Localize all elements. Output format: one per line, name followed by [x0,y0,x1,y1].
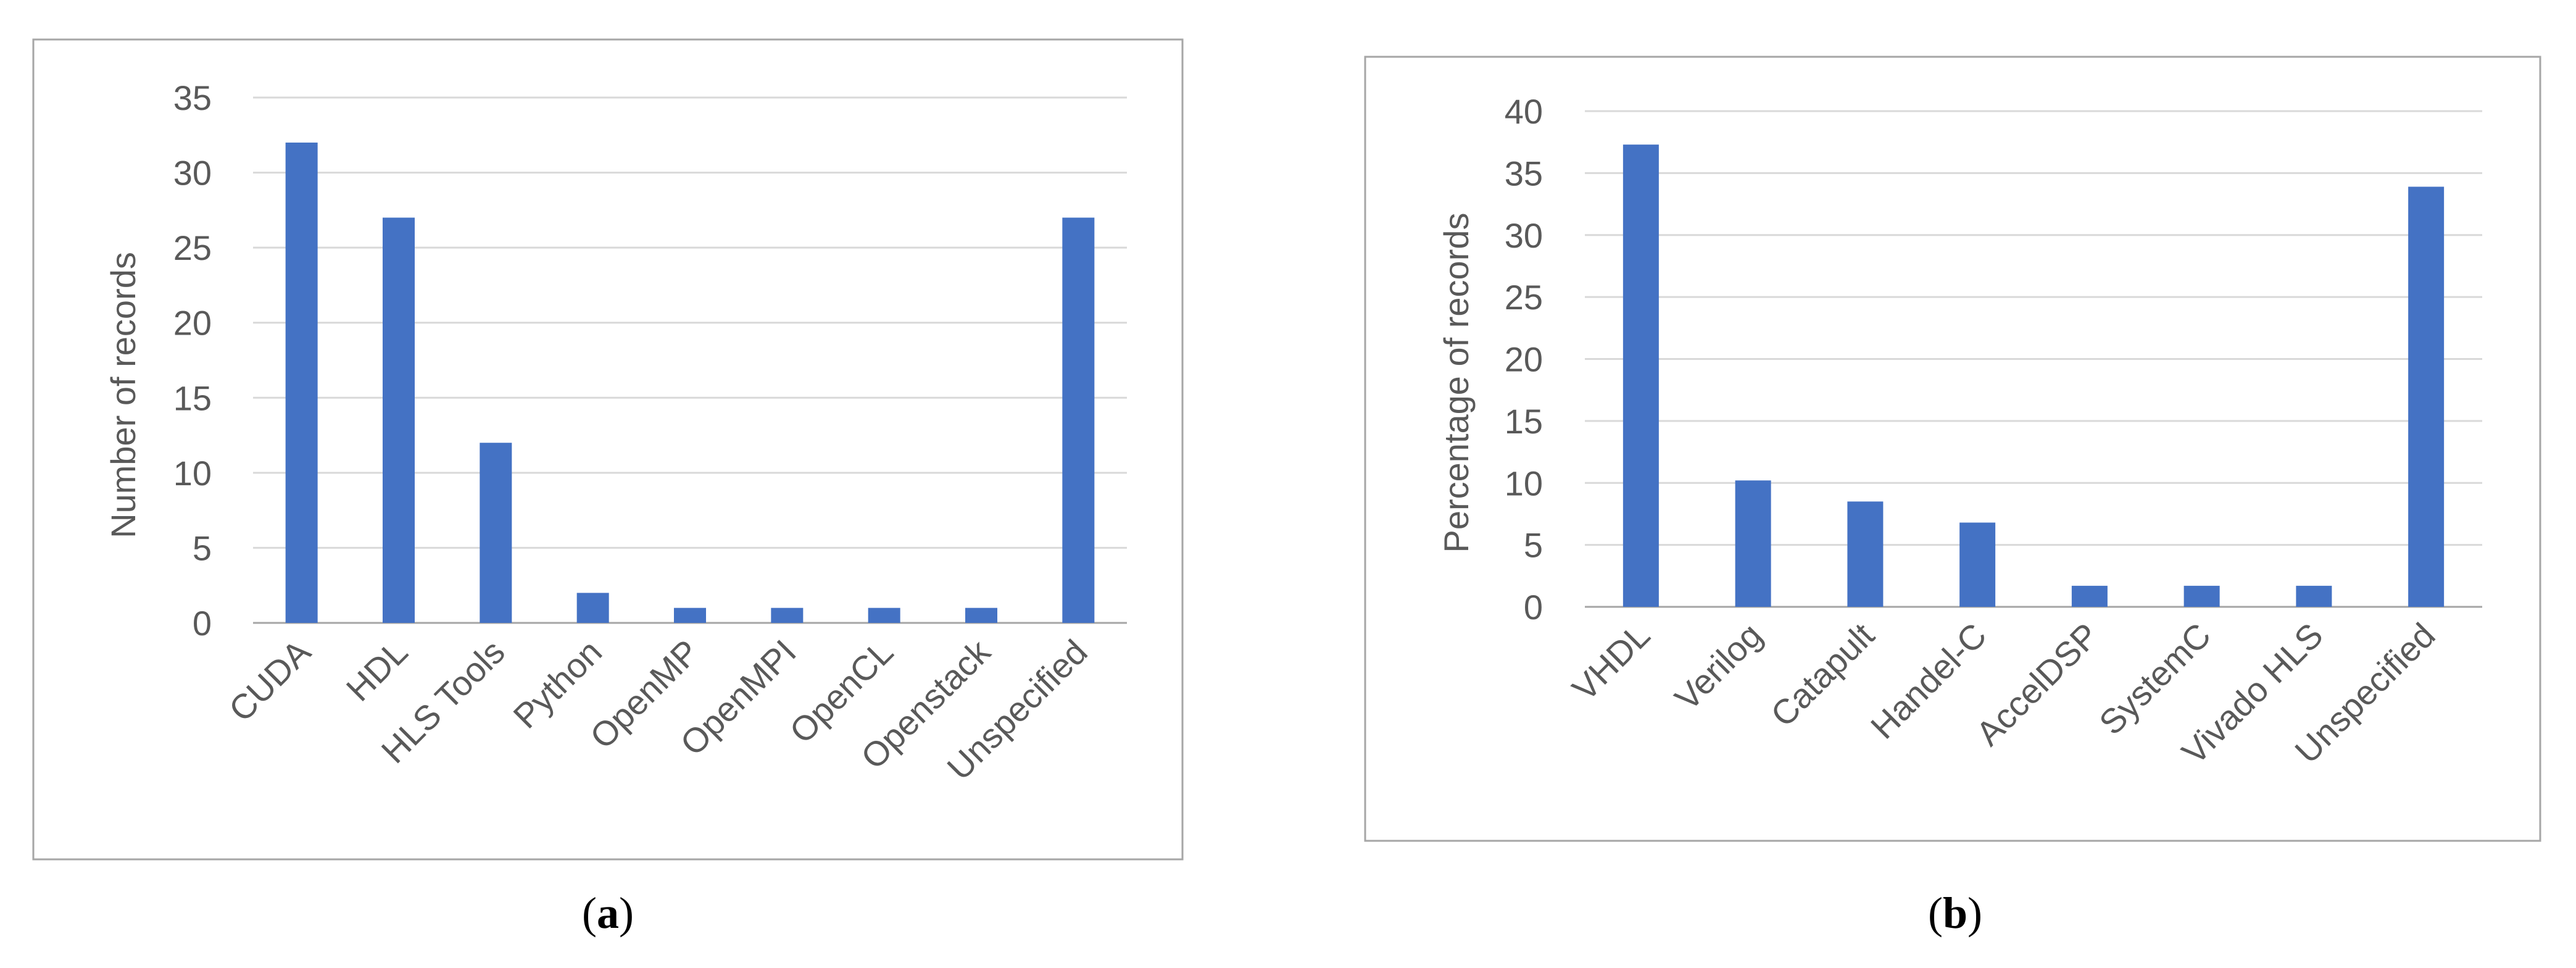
chart-b-ytick-labels: 0 5 10 15 20 25 30 35 40 [1505,92,1543,627]
chart-b-bar [2408,186,2445,607]
chart-b-caption: (b) [1928,888,1982,938]
chart-a-ytick-label: 10 [173,454,212,493]
chart-b-bars [1622,144,2445,607]
chart-a-bar [576,593,609,623]
chart-a-ytick-label: 15 [173,378,212,417]
chart-a-y-axis-title: Number of records [104,252,143,538]
chart-a-bar [771,607,804,623]
chart-b-xtick-label: AccelDSP [1969,615,2106,753]
chart-a-bar [285,142,318,623]
chart-a-bar [480,443,512,623]
chart-b-ytick-label: 25 [1505,278,1543,317]
chart-b-ytick-label: 10 [1505,464,1543,503]
chart-b-bar [1622,144,1659,607]
chart-b-xtick-label: VHDL [1564,615,1657,708]
chart-a-caption: (a) [582,888,634,938]
chart-a-bars [285,142,1095,623]
chart-b-ytick-label: 5 [1524,526,1543,565]
chart-b-ytick-label: 30 [1505,216,1543,255]
chart-b-bar [1959,522,1996,607]
chart-a-bar [383,217,415,623]
chart-a-ytick-label: 35 [173,78,212,117]
chart-b-ytick-label: 15 [1505,402,1543,441]
chart-b-y-axis-title: Percentage of records [1437,213,1476,553]
chart-a-ytick-label: 5 [193,528,212,567]
chart-b: 0 5 10 15 20 25 30 35 40 VHDL VerilogCatapultHand… [1364,56,2541,938]
chart-b-gridlines [1585,110,2482,608]
chart-b-bar [2296,585,2332,607]
chart-b-bar [1735,480,1771,607]
chart-b-xtick-labels: VHDL VerilogCatapultHandel-CAccelDSPSyste… [1564,615,2442,772]
chart-a-bar [674,607,706,623]
chart-b-ytick-label: 40 [1505,92,1543,131]
chart-b-bar [2071,585,2108,607]
chart-a-ytick-label: 0 [193,604,212,643]
chart-a-ytick-label: 30 [173,154,212,193]
chart-b-frame [1364,56,2541,842]
chart-b-ytick-label: 20 [1505,340,1543,379]
chart-a-ytick-labels: 0 5 10 15 20 25 30 35 [173,78,212,643]
chart-a-ytick-label: 20 [173,304,212,343]
chart-a-bar [965,607,997,623]
chart-b-xtick-label: Verilog [1667,615,1769,718]
chart-b-bar [1847,501,1884,607]
chart-b-xtick-label: Catapult [1763,615,1882,734]
chart-a-ytick-label: 25 [173,228,212,267]
chart-b-ytick-label: 35 [1505,154,1543,193]
chart-a-xtick-label: CUDA [221,632,318,728]
chart-b-ytick-label: 0 [1524,588,1543,627]
chart-b-bar [2183,585,2220,607]
chart-a-xtick-label: HDL [339,632,415,709]
chart-a-frame [32,38,1184,861]
chart-a-bar [868,607,900,623]
chart-a-bar [1062,217,1095,623]
